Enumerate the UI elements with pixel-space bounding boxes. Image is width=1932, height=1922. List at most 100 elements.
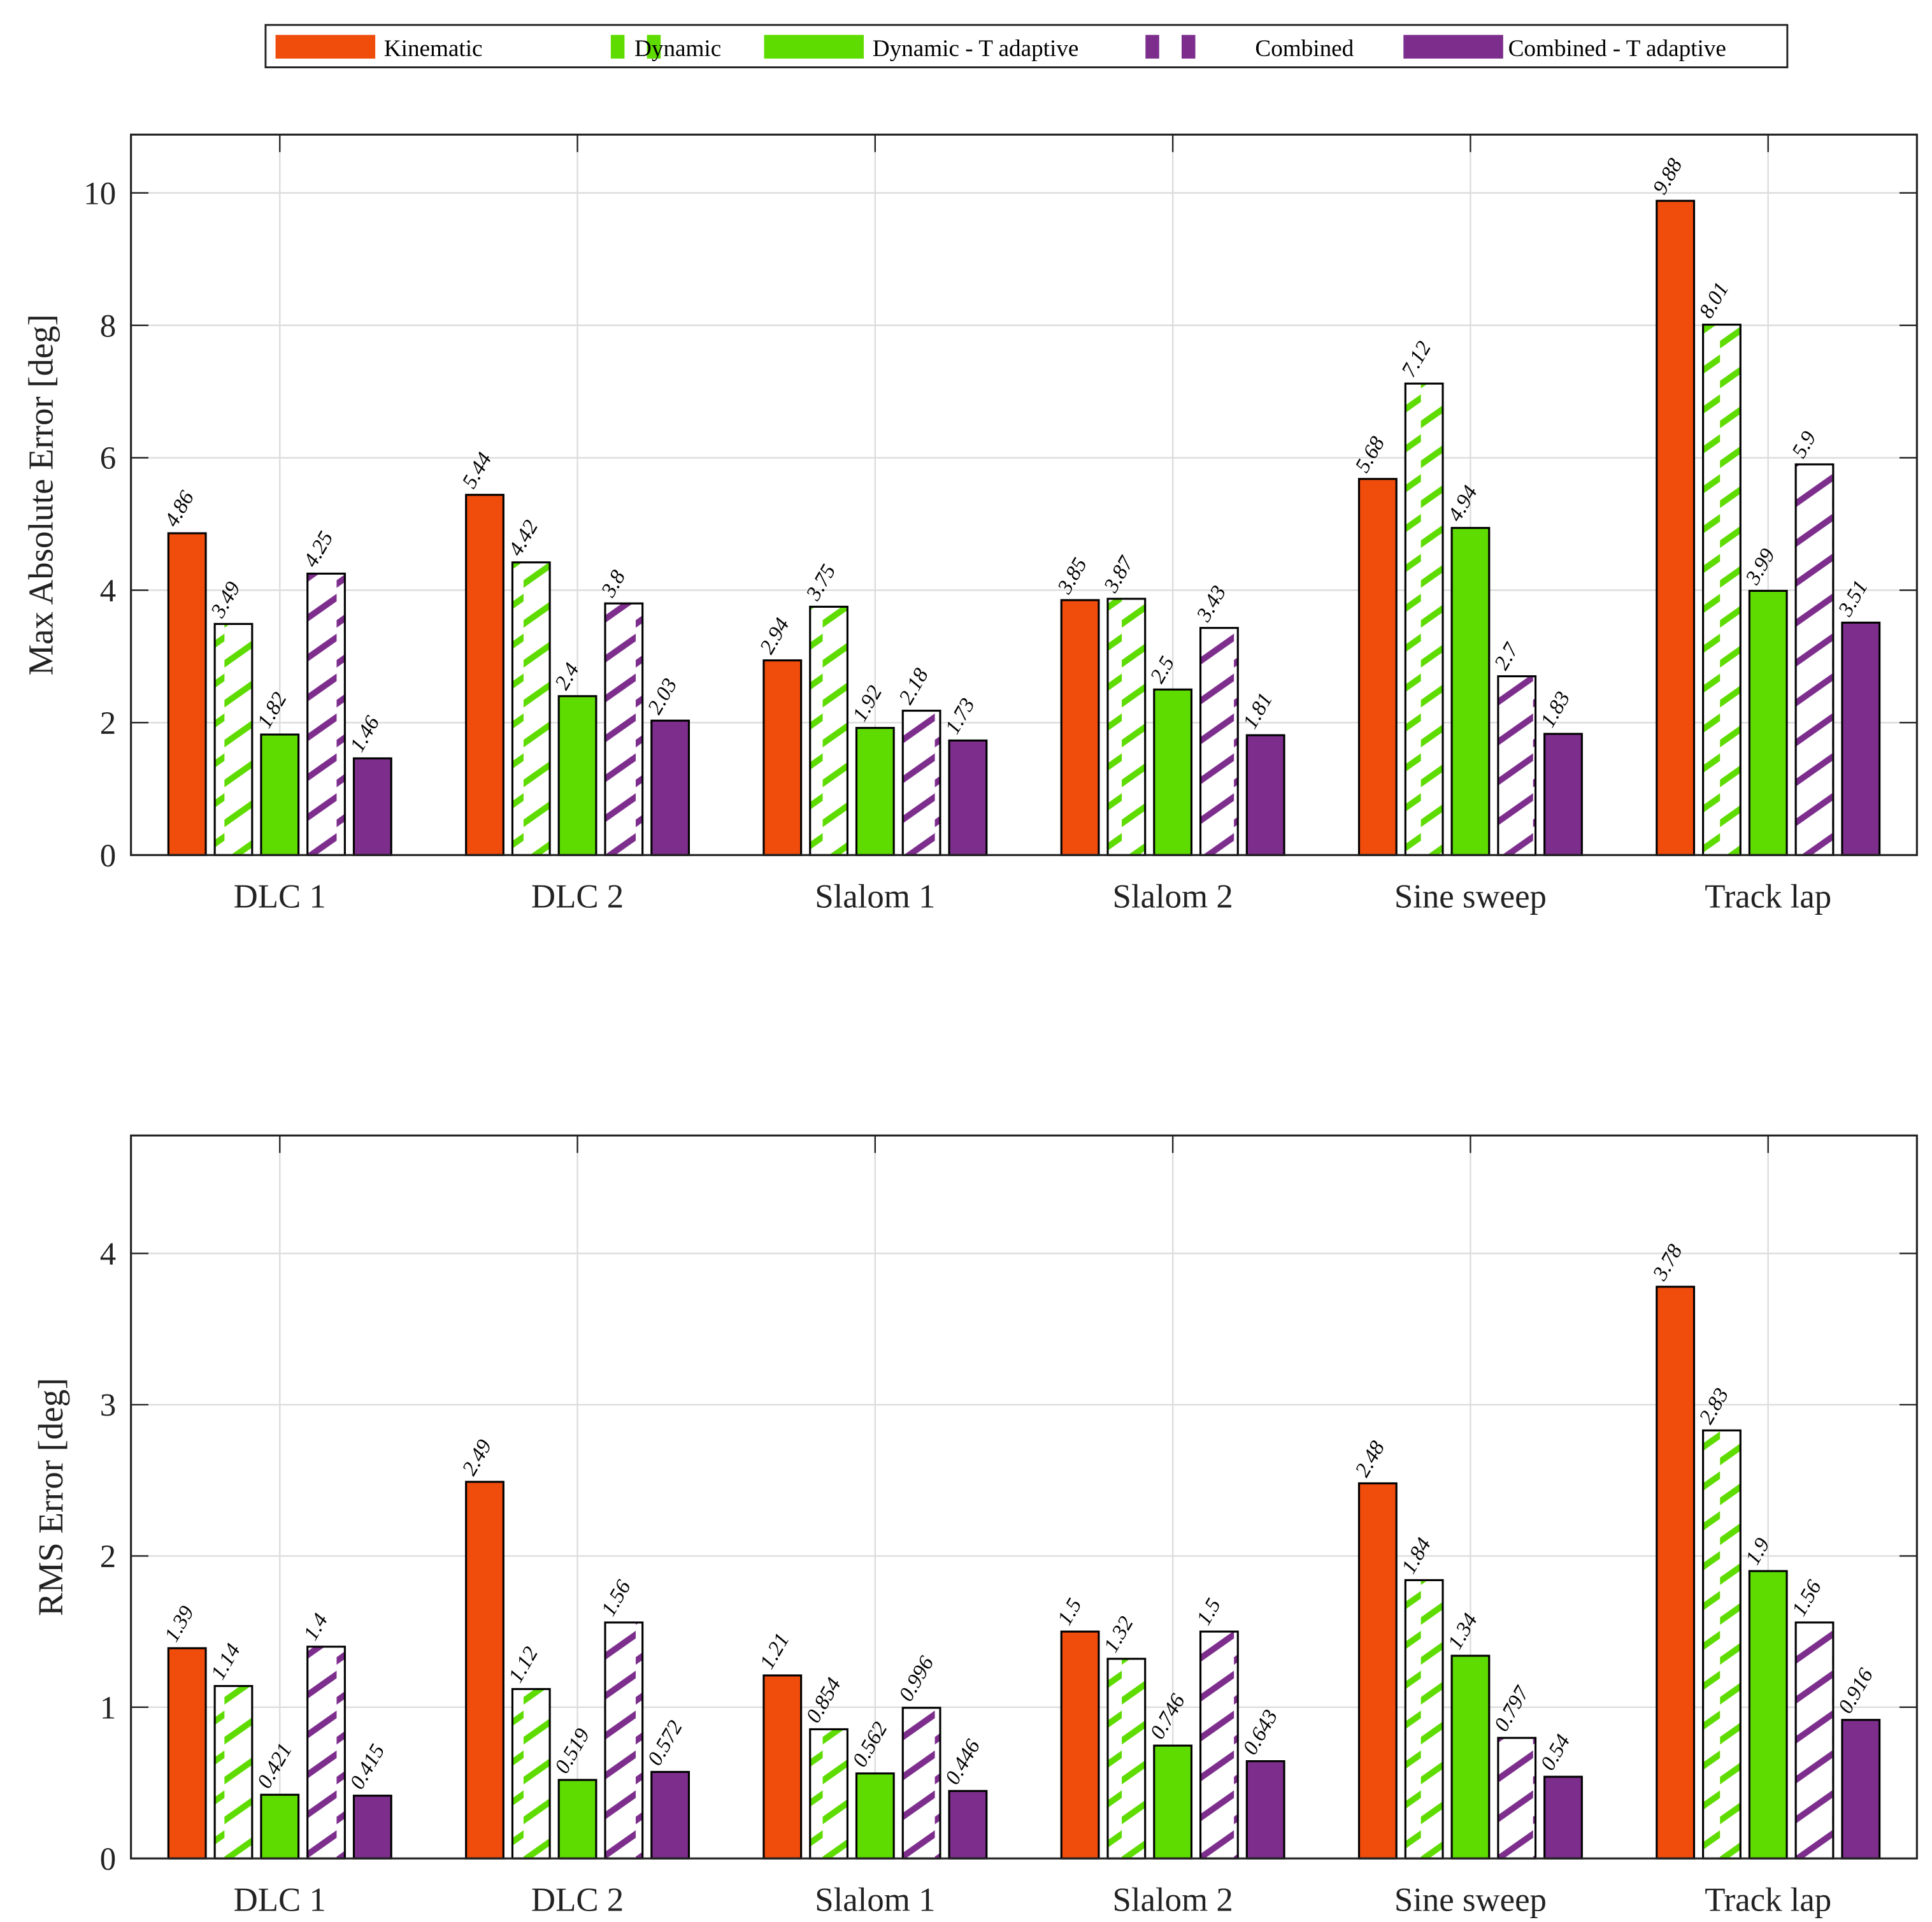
bar-dynamic-t-adaptive [260,1793,300,1860]
bar-kinematic [167,1647,207,1860]
x-tick-label: DLC 2 [531,1881,624,1918]
data-label: 5.9 [1787,427,1821,462]
data-label: 4.86 [160,487,199,531]
y-tick-label: 2 [100,1539,116,1575]
bar-kinematic [1060,1630,1100,1860]
bar-combined [1199,1630,1239,1860]
x-tick-label: Slalom 2 [1112,1881,1233,1918]
bar-dynamic [1702,1429,1742,1860]
data-label: 2.4 [550,659,584,693]
bar-kinematic [167,532,207,856]
y-tick-label: 4 [100,1237,116,1272]
bar-dynamic-t-adaptive [855,727,895,856]
data-label: 0.562 [848,1718,892,1771]
bar-kinematic [1060,599,1100,856]
max-abs-error-chart: 0 2 4 6 8 10 DLC 1 DLC 2 Slalom 1 Slalom 2 Sine sw… [21,133,1918,915]
bar-dynamic-t-adaptive [557,1779,597,1860]
data-label: 3.85 [1052,554,1092,598]
data-label: 1.46 [345,712,384,756]
data-label: 4.42 [504,516,543,560]
legend-label: Combined - T adaptive [1508,36,1726,62]
data-label: 7.12 [1397,337,1436,381]
y-axis-label: Max Absolute Error [deg] [21,314,60,675]
bar-dynamic-t-adaptive [260,733,300,856]
data-label: 1.9 [1741,1533,1775,1568]
data-label: 2.94 [755,614,794,658]
legend-label: Combined [1255,36,1354,62]
legend-swatch-3 [1145,34,1159,59]
y-tick-label: 8 [100,308,116,344]
bar-dynamic-t-adaptive [1748,1570,1788,1860]
data-label: 3.51 [1833,577,1873,621]
y-tick-label: 2 [100,706,116,742]
y-tick-label: 0 [100,1842,116,1877]
x-tick-label: Slalom 1 [815,878,935,915]
bar-combined [1497,1737,1537,1860]
data-label: 0.643 [1238,1705,1282,1758]
legend-swatch-1 [610,34,625,59]
data-label: 1.34 [1443,1609,1482,1653]
data-label: 0.572 [643,1716,687,1769]
data-label: 4.25 [299,527,338,571]
x-tick-label: Track lap [1705,878,1831,915]
axes-box [130,1134,1918,1860]
data-label: 1.92 [848,682,887,726]
data-label: 1.84 [1397,1534,1436,1578]
data-label: 2.49 [457,1435,496,1479]
x-tick-label: DLC 1 [234,1881,326,1918]
x-tick-label: Sine sweep [1394,1881,1547,1918]
bar-dynamic-t-adaptive [855,1772,895,1860]
data-label: 1.4 [299,1610,333,1644]
bar-dynamic [1702,324,1742,856]
data-label: 1.12 [504,1643,543,1687]
data-label: 3.75 [801,561,841,605]
bar-combined [306,572,346,856]
legend-swatch-1-b [647,34,661,59]
data-label: 9.88 [1648,154,1687,198]
data-label: 4.94 [1443,482,1482,526]
data-label: 0.54 [1536,1730,1575,1774]
legend-label: Dynamic [634,36,721,62]
bar-dynamic-t-adaptive [1748,589,1788,856]
bar-dynamic [809,605,848,856]
bar-dynamic [1106,1658,1147,1860]
bar-combined-t-adaptive [1245,1760,1285,1860]
bar-kinematic [762,659,803,856]
data-label: 1.5 [1053,1595,1087,1629]
legend-swatch-4 [1403,34,1503,59]
bar-kinematic [762,1674,803,1860]
rms-error-chart: 0 1 2 3 4 DLC 1 DLC 2 Slalom 1 Slalom 2 Sine swee… [31,1134,1918,1918]
bar-combined-t-adaptive [1841,621,1881,856]
bar-dynamic [1404,382,1444,856]
y-tick-label: 0 [100,838,116,874]
x-tick-label: DLC 1 [234,878,326,915]
bar-dynamic [213,1685,254,1860]
data-label: 2.7 [1489,638,1524,674]
data-label: 2.18 [894,664,933,708]
bar-combined [604,602,644,856]
data-label: 0.421 [253,1739,297,1792]
bar-combined-t-adaptive [1543,733,1583,856]
data-label: 0.797 [1489,1682,1534,1735]
bar-combined-t-adaptive [650,719,691,856]
data-label: 1.81 [1238,689,1277,733]
data-label: 1.5 [1192,1595,1226,1629]
data-label: 1.82 [253,688,292,732]
bar-combined [1199,627,1239,856]
x-tick-label: Slalom 1 [815,1881,935,1918]
legend-swatch-3-b [1181,34,1196,59]
data-label: 3.78 [1648,1240,1687,1285]
data-label: 0.854 [801,1674,845,1726]
data-label: 1.73 [941,694,980,738]
bar-combined-t-adaptive [1245,734,1285,856]
data-label: 0.519 [550,1725,595,1778]
bar-combined-t-adaptive [352,757,392,856]
bar-combined-t-adaptive [1841,1719,1881,1860]
bar-combined [604,1621,644,1860]
data-label: 0.996 [894,1652,939,1705]
x-tick-label: DLC 2 [531,878,624,915]
bar-dynamic-t-adaptive [557,695,597,856]
data-label: 5.68 [1350,433,1389,477]
legend: Kinematic Dynamic Dynamic - T adaptive Comb… [264,24,1789,69]
bar-combined [1497,675,1537,856]
